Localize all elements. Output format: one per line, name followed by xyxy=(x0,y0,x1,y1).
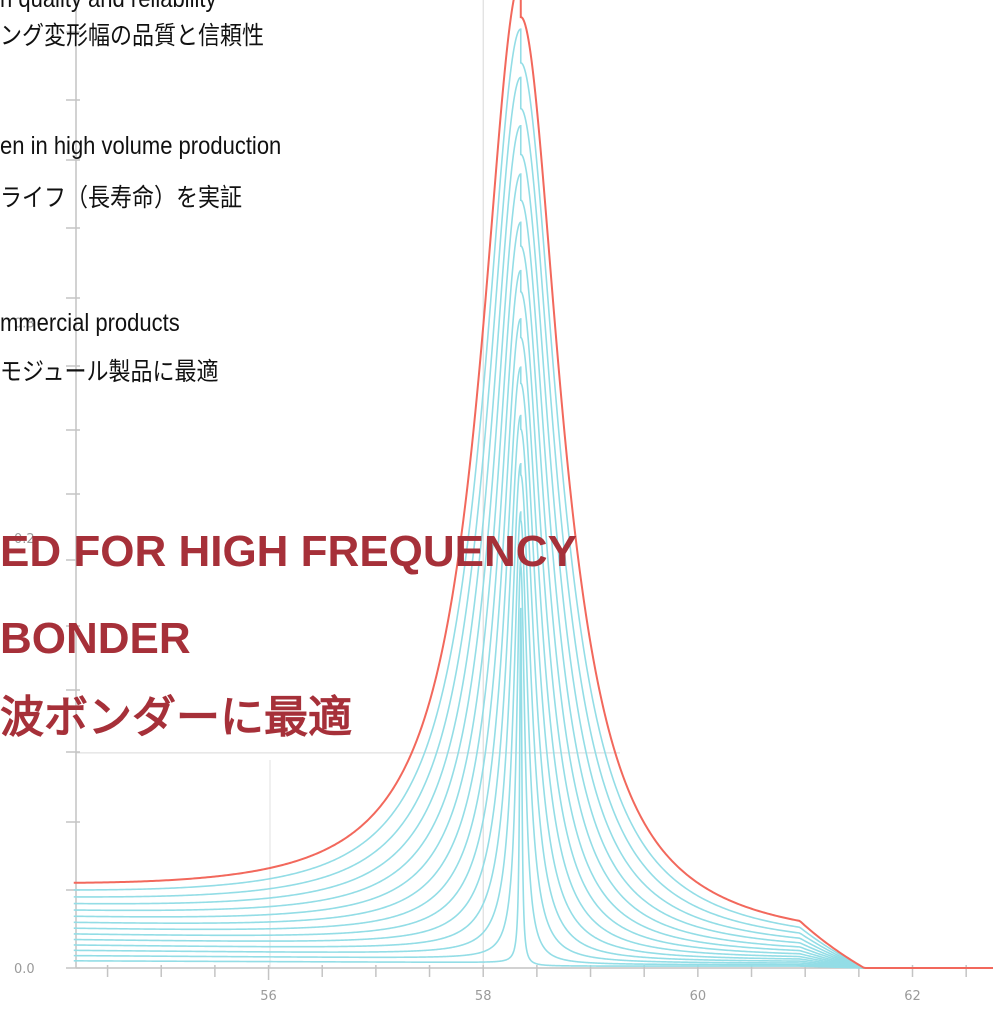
resonance-curve-2 xyxy=(73,559,993,969)
resonance-curve-13 xyxy=(73,28,993,969)
x-tick-label-58: 58 xyxy=(475,989,492,1004)
y-tick-label-0-0: 0.0 xyxy=(14,962,35,977)
x-tick-label-56: 56 xyxy=(260,989,277,1004)
resonance-curve-8 xyxy=(73,269,993,969)
resonance-curve-9 xyxy=(73,221,993,969)
y-tick-label-0-3: 0.3 xyxy=(14,317,35,332)
resonance-curve-5 xyxy=(73,414,993,969)
x-tick-label-62: 62 xyxy=(904,989,921,1004)
resonance-curve-1 xyxy=(73,607,993,969)
resonance-curve-4 xyxy=(73,463,993,969)
resonance-curve-10 xyxy=(73,173,993,969)
resonance-curve-outer xyxy=(73,0,993,969)
y-tick-label-0-2: 0.2 xyxy=(14,532,35,547)
resonance-curve-7 xyxy=(73,318,993,969)
resonance-curve-12 xyxy=(73,76,993,969)
resonance-curve-3 xyxy=(73,511,993,969)
x-tick-label-60: 60 xyxy=(690,989,707,1004)
resonance-curve-11 xyxy=(73,124,993,969)
resonance-curve-6 xyxy=(73,366,993,969)
